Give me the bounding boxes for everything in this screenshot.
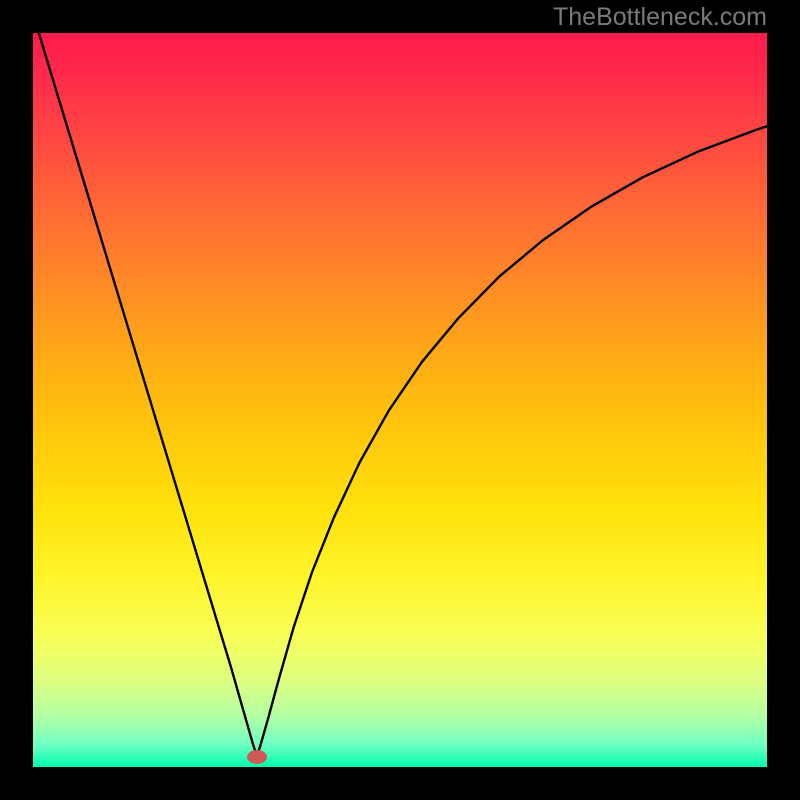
watermark-text: TheBottleneck.com	[553, 3, 767, 32]
curve-path	[39, 33, 767, 756]
chart-container: TheBottleneck.com	[0, 0, 800, 800]
bottleneck-marker	[247, 750, 267, 764]
plot-area	[33, 33, 767, 767]
bottleneck-curve	[33, 33, 767, 767]
